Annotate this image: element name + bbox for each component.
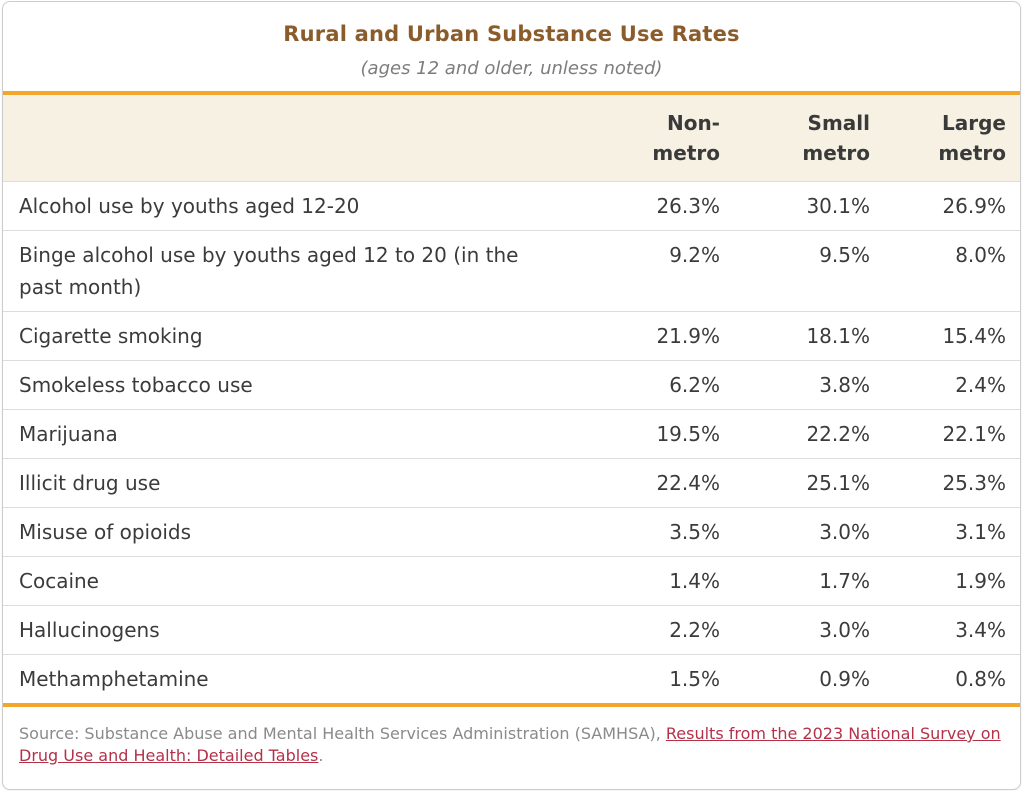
row-label: Smokeless tobacco use [19, 373, 253, 397]
row-value: 3.4% [955, 618, 1006, 642]
row-value: 9.2% [669, 243, 720, 267]
card-header: Rural and Urban Substance Use Rates (age… [3, 2, 1020, 91]
row-label: Alcohol use by youths aged 12-20 [19, 194, 360, 218]
row-value: 1.9% [955, 569, 1006, 593]
row-value: 2.4% [955, 373, 1006, 397]
table-row: Misuse of opioids 3.5% 3.0% 3.1% [3, 507, 1020, 557]
bottom-accent-divider [3, 703, 1020, 707]
table-row: Binge alcohol use by youths aged 12 to 2… [3, 230, 1020, 312]
substance-use-table: Non- metro Small metro Large metro Alcohol… [3, 95, 1020, 703]
table-row: Alcohol use by youths aged 12-20 26.3% 30.… [3, 181, 1020, 231]
table-row: Cocaine 1.4% 1.7% 1.9% [3, 556, 1020, 606]
table-row: Hallucinogens 2.2% 3.0% 3.4% [3, 605, 1020, 655]
row-label: Marijuana [19, 422, 118, 446]
row-value: 26.3% [656, 194, 720, 218]
row-value: 15.4% [942, 324, 1006, 348]
row-value: 1.5% [669, 667, 720, 691]
row-value: 26.9% [942, 194, 1006, 218]
page-title: Rural and Urban Substance Use Rates [283, 22, 740, 46]
source-suffix-text: . [318, 746, 324, 765]
row-value: 22.4% [656, 471, 720, 495]
row-label: Cigarette smoking [19, 324, 203, 348]
row-value: 25.3% [942, 471, 1006, 495]
row-label: Misuse of opioids [19, 520, 192, 544]
row-value: 3.1% [955, 520, 1006, 544]
page-subtitle: (ages 12 and older, unless noted) [360, 58, 663, 79]
row-value: 22.1% [942, 422, 1006, 446]
column-header-small-metro: Small metro [802, 111, 870, 165]
row-value: 8.0% [955, 243, 1006, 267]
column-header-non-metro: Non- metro [652, 111, 720, 165]
row-value: 0.8% [955, 667, 1006, 691]
row-label: Cocaine [19, 569, 99, 593]
row-value: 22.2% [806, 422, 870, 446]
row-label: Binge alcohol use by youths aged 12 to 2… [19, 243, 519, 299]
table-row: Cigarette smoking 21.9% 18.1% 15.4% [3, 311, 1020, 361]
row-value: 19.5% [656, 422, 720, 446]
source-prefix-text: Source: Substance Abuse and Mental Healt… [19, 724, 666, 743]
row-label: Illicit drug use [19, 471, 161, 495]
table-body: Alcohol use by youths aged 12-20 26.3% 30.… [3, 181, 1020, 704]
row-value: 3.8% [819, 373, 870, 397]
row-value: 1.4% [669, 569, 720, 593]
column-header-large-metro: Large metro [938, 111, 1006, 165]
table-head: Non- metro Small metro Large metro [3, 95, 1020, 182]
row-value: 0.9% [819, 667, 870, 691]
row-value: 3.0% [819, 520, 870, 544]
row-value: 9.5% [819, 243, 870, 267]
row-value: 3.0% [819, 618, 870, 642]
row-label: Methamphetamine [19, 667, 209, 691]
table-row: Methamphetamine 1.5% 0.9% 0.8% [3, 654, 1020, 704]
row-value: 1.7% [819, 569, 870, 593]
row-value: 30.1% [806, 194, 870, 218]
table-row: Illicit drug use 22.4% 25.1% 25.3% [3, 458, 1020, 508]
row-value: 21.9% [656, 324, 720, 348]
table-header-row: Non- metro Small metro Large metro [3, 95, 1020, 182]
row-value: 6.2% [669, 373, 720, 397]
row-value: 25.1% [806, 471, 870, 495]
table-row: Marijuana 19.5% 22.2% 22.1% [3, 409, 1020, 459]
row-value: 3.5% [669, 520, 720, 544]
row-value: 18.1% [806, 324, 870, 348]
column-header-empty [3, 95, 570, 182]
row-value: 2.2% [669, 618, 720, 642]
top-accent-divider [3, 91, 1020, 95]
row-label: Hallucinogens [19, 618, 160, 642]
source-link[interactable]: Results from the 2023 National Survey on… [19, 724, 1001, 765]
table-row: Smokeless tobacco use 6.2% 3.8% 2.4% [3, 360, 1020, 410]
source-note: Source: Substance Abuse and Mental Healt… [3, 707, 1020, 789]
